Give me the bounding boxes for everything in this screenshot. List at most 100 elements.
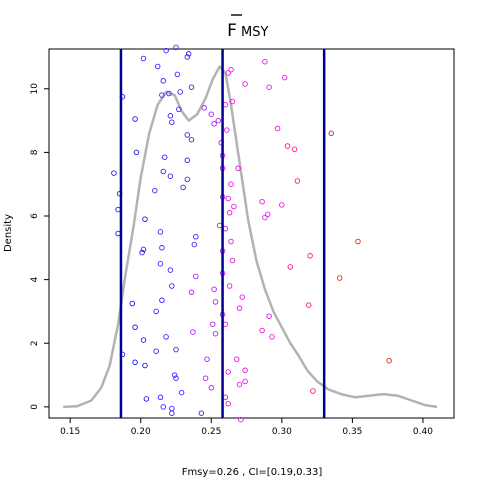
density-curve: [63, 65, 438, 409]
data-point: [209, 321, 216, 327]
data-point: [291, 146, 298, 152]
data-point: [211, 121, 217, 127]
data-point: [269, 334, 275, 340]
chart-title: F: [227, 21, 237, 41]
data-point: [143, 396, 150, 402]
data-point: [111, 170, 117, 176]
data-point: [142, 216, 148, 222]
data-point: [228, 238, 234, 245]
data-point: [226, 283, 233, 289]
data-point: [153, 348, 159, 354]
data-point: [157, 260, 164, 267]
data-point: [266, 313, 272, 319]
data-point: [236, 381, 243, 388]
y-tick-label: 6: [30, 213, 40, 219]
data-point: [173, 44, 179, 51]
data-point: [310, 388, 316, 394]
data-point: [264, 211, 271, 218]
data-point: [229, 257, 236, 264]
data-point: [305, 302, 312, 308]
data-point: [239, 294, 246, 300]
data-point: [224, 127, 230, 133]
data-point: [225, 70, 231, 76]
data-point: [115, 230, 121, 237]
data-point: [160, 404, 167, 410]
data-point: [233, 356, 240, 362]
data-point: [173, 375, 179, 381]
data-point: [132, 116, 138, 122]
data-point: [115, 206, 121, 213]
y-tick-label: 10: [30, 83, 40, 95]
data-point: [167, 267, 174, 273]
data-point: [242, 378, 248, 385]
data-point: [160, 78, 167, 84]
data-point: [279, 202, 285, 208]
data-point: [169, 410, 175, 416]
x-tick-label: 0.30: [272, 427, 292, 437]
data-point: [281, 74, 288, 81]
data-point: [328, 130, 334, 137]
plot-frame: [48, 48, 455, 419]
data-point: [242, 367, 248, 374]
data-point: [157, 229, 164, 235]
data-point: [274, 125, 281, 132]
data-point: [259, 198, 265, 205]
data-point: [174, 71, 181, 78]
data-point: [307, 253, 313, 259]
y-axis: 0 2 4 6 8 10: [30, 83, 49, 410]
x-tick-label: 0.20: [131, 427, 151, 437]
y-tick-label: 8: [30, 149, 40, 155]
data-point: [142, 362, 148, 369]
data-point: [188, 84, 195, 90]
data-point: [140, 337, 147, 343]
data-point: [225, 195, 231, 202]
data-point: [167, 173, 174, 179]
data-point: [185, 51, 192, 57]
data-point: [216, 222, 223, 229]
data-point: [169, 119, 175, 125]
data-point: [129, 300, 136, 307]
data-point: [152, 187, 158, 194]
data-point: [173, 346, 179, 353]
data-point: [153, 308, 159, 315]
data-point: [193, 273, 199, 280]
data-point: [139, 249, 145, 256]
data-point: [204, 356, 210, 362]
plot-area: [63, 44, 438, 423]
data-point: [355, 238, 361, 245]
y-tick-label: 2: [30, 340, 40, 346]
data-point: [140, 55, 147, 62]
data-point: [242, 81, 248, 87]
data-point: [259, 327, 265, 334]
data-point: [159, 245, 165, 251]
data-point: [132, 359, 138, 366]
data-point: [236, 305, 243, 312]
data-point: [188, 289, 195, 296]
data-point: [228, 181, 234, 187]
data-point: [169, 283, 175, 289]
data-point: [202, 375, 209, 381]
data-point: [160, 168, 167, 175]
data-point: [225, 369, 231, 375]
data-point: [154, 63, 161, 70]
data-point: [178, 389, 185, 396]
x-axis-title: Fmsy=0.26 , CI=[0.19,0.33]: [182, 467, 323, 478]
y-axis-title: Density: [3, 214, 14, 252]
data-point: [284, 143, 291, 149]
data-point: [184, 132, 191, 138]
data-point: [184, 176, 191, 183]
data-point: [166, 90, 172, 97]
data-point: [171, 372, 178, 378]
data-point: [262, 214, 268, 221]
data-point: [225, 400, 231, 407]
data-point: [176, 106, 182, 113]
y-tick-label: 0: [30, 404, 40, 410]
data-point: [287, 264, 294, 270]
data-point: [161, 154, 168, 160]
data-point: [201, 105, 207, 111]
data-point: [211, 286, 217, 292]
data-point: [180, 184, 186, 191]
data-point: [231, 203, 237, 210]
data-point: [228, 66, 234, 73]
